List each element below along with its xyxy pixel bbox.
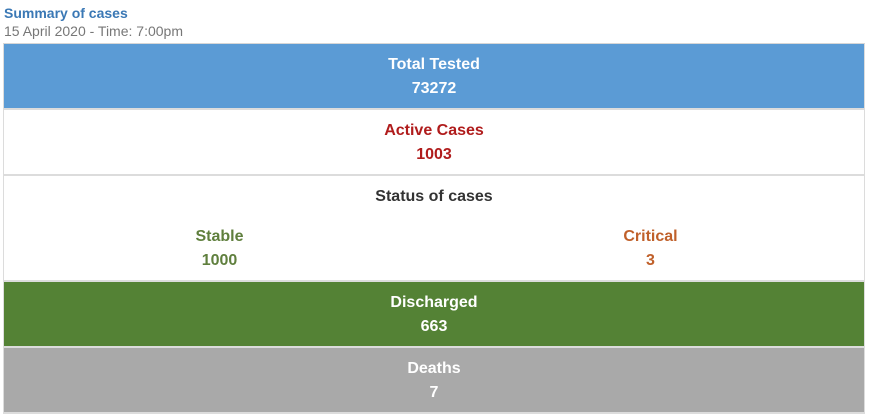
critical-cell: Critical 3 (435, 225, 866, 273)
critical-value: 3 (646, 252, 655, 269)
summary-datetime: 15 April 2020 - Time: 7:00pm (4, 23, 183, 39)
deaths-row: Deaths 7 (3, 348, 865, 414)
summary-title: Summary of cases (4, 5, 128, 21)
discharged-row: Discharged 663 (3, 282, 865, 348)
total-tested-value: 73272 (411, 80, 457, 97)
active-cases-row: Active Cases 1003 (3, 110, 865, 176)
discharged-label: Discharged (390, 294, 478, 311)
summary-table: Total Tested 73272 Active Cases 1003 Sta… (3, 43, 865, 414)
stable-label: Stable (195, 228, 244, 245)
total-tested-row: Total Tested 73272 (3, 44, 865, 110)
active-cases-label: Active Cases (384, 122, 484, 139)
deaths-label: Deaths (407, 360, 461, 377)
active-cases-value: 1003 (416, 146, 452, 163)
summary-header: Summary of cases 15 April 2020 - Time: 7… (4, 4, 183, 40)
stable-value: 1000 (201, 252, 238, 269)
deaths-value: 7 (429, 384, 439, 401)
critical-label: Critical (623, 228, 678, 245)
status-of-cases-label: Status of cases (375, 188, 493, 205)
discharged-value: 663 (420, 318, 448, 335)
stable-cell: Stable 1000 (4, 225, 435, 273)
status-of-cases-row: Status of cases Stable 1000 Critical 3 (3, 176, 865, 282)
total-tested-label: Total Tested (388, 56, 480, 73)
